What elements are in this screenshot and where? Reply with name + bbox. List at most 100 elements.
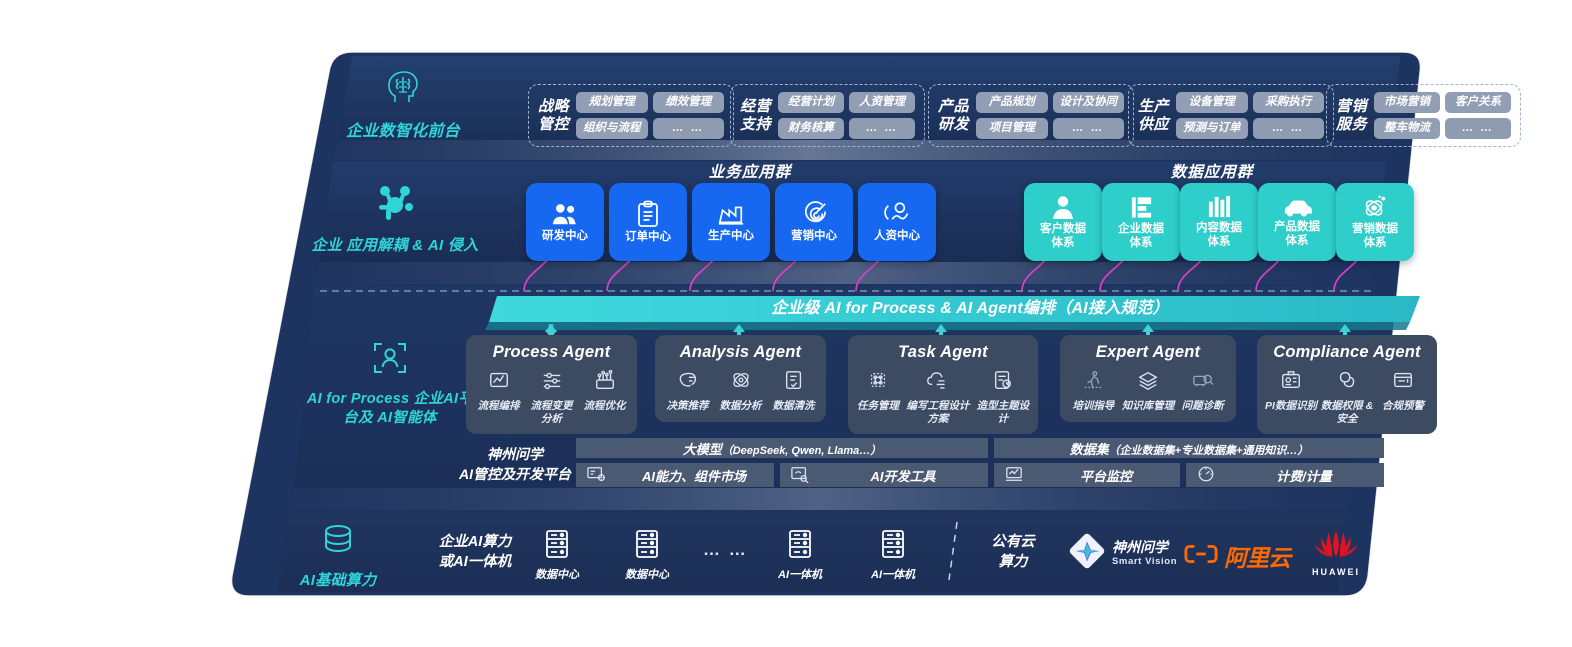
- agent-title: Task Agent: [898, 343, 988, 361]
- platform-bar-market[interactable]: AI能力、组件市场: [576, 463, 774, 487]
- infra-node-datacenter-1[interactable]: 数据中心: [520, 528, 594, 583]
- domain-group-operations[interactable]: 经营 支持 经营计划 人资管理 财务核算 … …: [730, 84, 926, 148]
- platform-bar-billing[interactable]: 计费/计量: [1186, 463, 1384, 487]
- gauge-icon: [1196, 465, 1216, 486]
- infra-node-label: 数据中心: [535, 569, 579, 581]
- infra-enterprise-compute: 企业AI算力 或AI一体机: [405, 533, 545, 572]
- rail-label-compute: AI基础算力: [299, 572, 377, 589]
- agent-item[interactable]: 合规预警: [1375, 369, 1430, 413]
- agent-item[interactable]: 编写工程设计方案: [902, 369, 974, 425]
- domain-chip[interactable]: 预测与订单: [1176, 118, 1248, 140]
- domain-chip[interactable]: 规划管理: [576, 92, 648, 114]
- infra-node-label: AI一体机: [778, 569, 822, 581]
- domain-chip[interactable]: 经营计划: [778, 92, 845, 114]
- domain-group-marketing[interactable]: 营销 服务 市场营销 客户关系 整车物流 … …: [1326, 84, 1522, 148]
- agent-item-label: 编写工程设计方案: [906, 400, 970, 425]
- domain-chip[interactable]: 设备管理: [1176, 92, 1248, 114]
- agent-panel-compliance[interactable]: Compliance Agent PI数据识别 数据权限 & 安全: [1257, 335, 1437, 435]
- task-grid-icon: [867, 369, 889, 396]
- agent-item[interactable]: 数据清洗: [767, 369, 819, 413]
- huawei-logo[interactable]: HUAWEI: [1310, 528, 1362, 577]
- platform-bar-monitor[interactable]: 平台监控: [994, 463, 1180, 487]
- agent-item[interactable]: 任务管理: [854, 369, 902, 413]
- data-card-product[interactable]: 产品数据 体系: [1258, 183, 1336, 261]
- agent-item[interactable]: 知识库管理: [1121, 369, 1175, 413]
- domain-chip[interactable]: 客户关系: [1445, 92, 1512, 114]
- platform-bar-llm[interactable]: 大模型（DeepSeek, Qwen, Llama…）: [576, 438, 988, 458]
- card-label: 客户数据 体系: [1040, 222, 1086, 249]
- agent-panel-process[interactable]: Process Agent 流程编排 流程变更分析: [466, 335, 637, 435]
- domain-chip[interactable]: 采购执行: [1252, 92, 1325, 114]
- rail-item-aiprocess: AI for Process 企业AI平台及 AI智能体: [300, 337, 480, 428]
- infra-node-aiserver-2[interactable]: AI一体机: [856, 528, 930, 583]
- data-card-enterprise[interactable]: 企业数据 体系: [1102, 183, 1180, 261]
- logo-cn-text: 神州问学: [1112, 538, 1168, 555]
- app-card-order-center[interactable]: 订单中心: [609, 183, 687, 261]
- app-card-hr-center[interactable]: 人资中心: [858, 183, 936, 261]
- card-label: 营销数据 体系: [1352, 222, 1398, 249]
- platform-bar-devtools[interactable]: AI开发工具: [780, 463, 988, 487]
- agent-item[interactable]: 决策推荐: [661, 369, 713, 413]
- data-card-content[interactable]: 内容数据 体系: [1180, 183, 1258, 261]
- infra-node-datacenter-2[interactable]: 数据中心: [610, 528, 684, 583]
- platform-bar-datasets[interactable]: 数据集（企业数据集+专业数据集+通用知识…）: [994, 438, 1384, 458]
- domain-title: 经营 支持: [740, 97, 772, 133]
- platform-bar-label: 计费/计量: [1276, 468, 1332, 484]
- agent-item[interactable]: 流程变更分析: [525, 369, 577, 425]
- design-cloud-icon: [926, 369, 949, 396]
- domain-chip[interactable]: 整车物流: [1374, 118, 1441, 140]
- platform-bar-label: 大模型: [682, 441, 722, 457]
- id-card-icon: [1280, 369, 1302, 396]
- domain-group-production[interactable]: 生产 供应 设备管理 采购执行 预测与订单 … …: [1128, 84, 1335, 148]
- infra-node-aiserver-1[interactable]: AI一体机: [763, 528, 837, 583]
- agent-item[interactable]: 数据分析: [714, 369, 766, 413]
- domain-chip[interactable]: 市场营销: [1374, 92, 1441, 114]
- app-card-rnd-center[interactable]: 研发中心: [526, 183, 604, 261]
- domain-chip[interactable]: 组织与流程: [576, 118, 648, 140]
- app-card-production-center[interactable]: 生产中心: [692, 183, 770, 261]
- domain-chip[interactable]: 财务核算: [778, 118, 845, 140]
- server-icon: [542, 528, 572, 565]
- app-card-marketing-center[interactable]: 营销中心: [775, 183, 853, 261]
- agent-item[interactable]: 流程优化: [578, 369, 630, 413]
- aliyun-logo[interactable]: 阿里云: [1184, 539, 1291, 573]
- domain-chip-more[interactable]: … …: [1052, 118, 1125, 140]
- shenzhou-wenxue-logo[interactable]: 神州问学 Smart Vision: [1068, 532, 1177, 575]
- domain-group-rnd[interactable]: 产品 研发 产品规划 设计及协同 项目管理 … …: [928, 84, 1135, 148]
- clipboard-icon: [636, 200, 660, 228]
- data-card-customer[interactable]: 客户数据 体系: [1024, 183, 1102, 261]
- rail-item-decoupling: 企业 应用解耦 & AI 侵入: [310, 183, 480, 256]
- infra-node-label: AI一体机: [871, 569, 915, 581]
- agent-item[interactable]: 流程编排: [472, 369, 524, 413]
- layers-icon: [1137, 369, 1159, 396]
- infra-public-cloud: 公有云 算力: [968, 533, 1058, 572]
- agent-item[interactable]: 数据权限 & 安全: [1319, 369, 1374, 425]
- agent-item-label: 决策推荐: [666, 400, 709, 412]
- agent-item[interactable]: PI数据识别: [1263, 369, 1318, 413]
- domain-chip-more[interactable]: … …: [652, 118, 725, 140]
- agent-item-label: 数据清洗: [772, 400, 815, 412]
- users-icon: [551, 201, 579, 227]
- person-scan-icon: [300, 337, 480, 384]
- caption-data-apps: 数据应用群: [1170, 164, 1254, 181]
- domain-chip[interactable]: 人资管理: [849, 92, 916, 114]
- domain-chip-more[interactable]: … …: [849, 118, 916, 140]
- agent-panel-task[interactable]: Task Agent 任务管理 编写: [848, 335, 1038, 435]
- domain-chip[interactable]: 设计及协同: [1052, 92, 1125, 114]
- agent-panel-analysis[interactable]: Analysis Agent 决策推荐 数据分析: [655, 335, 826, 422]
- agent-item-label: 知识库管理: [1121, 400, 1175, 412]
- agent-title: Process Agent: [492, 343, 611, 361]
- domain-chip-more[interactable]: … …: [1445, 118, 1512, 140]
- agent-item[interactable]: 培训指导: [1066, 369, 1120, 413]
- data-card-marketing[interactable]: 营销数据 体系: [1336, 183, 1414, 261]
- domain-chip[interactable]: 绩效管理: [652, 92, 725, 114]
- domain-group-strategy[interactable]: 战略 管控 规划管理 绩效管理 组织与流程 … …: [528, 84, 735, 148]
- agent-panel-expert[interactable]: Expert Agent 培训指导 知识库管理: [1060, 335, 1236, 422]
- agent-item[interactable]: 造型主题设计: [974, 369, 1032, 425]
- domain-chip[interactable]: 项目管理: [976, 118, 1048, 140]
- agent-item[interactable]: 问题诊断: [1176, 369, 1230, 413]
- domain-chip[interactable]: 产品规划: [976, 92, 1048, 114]
- database-icon: [258, 520, 418, 565]
- domain-chip-more[interactable]: … …: [1252, 118, 1325, 140]
